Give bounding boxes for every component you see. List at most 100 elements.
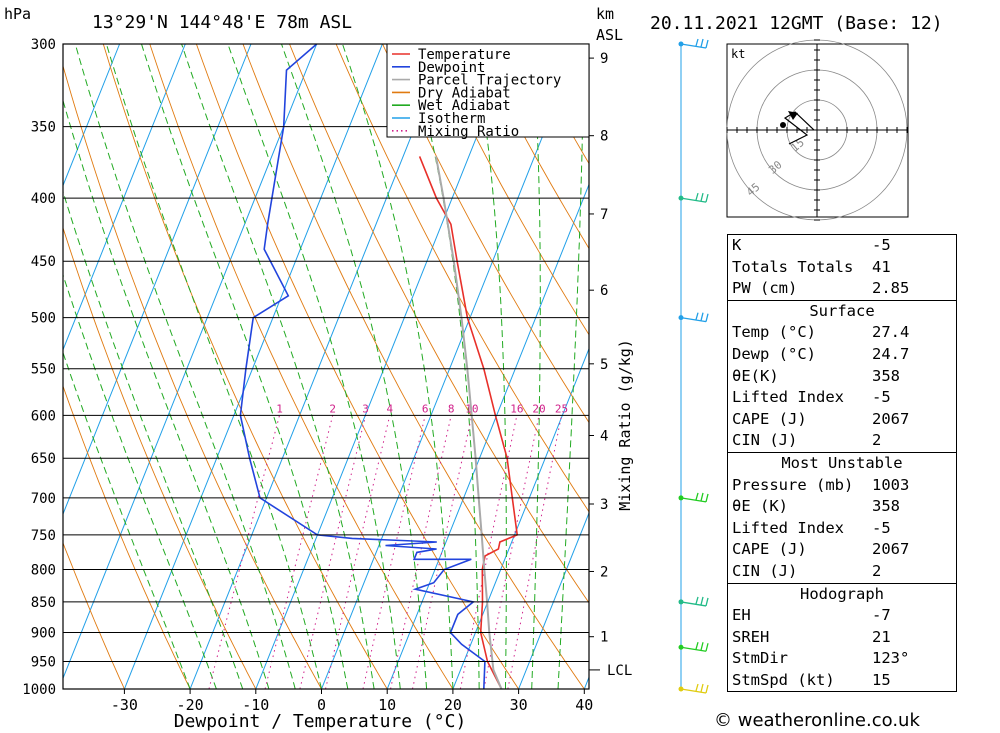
isotherm-line <box>255 44 515 689</box>
km-tick-label: 3 <box>600 497 608 513</box>
mixing-ratio-tick-label: 16 <box>510 402 523 415</box>
location-title: 13°29'N 144°48'E 78m ASL <box>92 12 352 33</box>
isotherm-line <box>386 183 589 689</box>
sfc-theta-value: 358 <box>872 366 900 385</box>
hpa-unit: hPa <box>4 5 31 23</box>
km-tick-label: 4 <box>600 428 608 444</box>
wet-adiabat-line <box>141 44 349 689</box>
dry-adiabat-line <box>988 44 1000 689</box>
isotherm-line <box>189 44 449 689</box>
wet-adiabat-line <box>281 44 428 689</box>
mixing-ratio-line <box>325 415 391 689</box>
lcl-label: LCL <box>607 663 632 679</box>
sfc-dewp-value: 24.7 <box>872 344 910 363</box>
pressure-tick-label: 400 <box>31 191 56 207</box>
stmspd-value: 15 <box>872 670 891 689</box>
mu-pres-value: 1003 <box>872 475 910 494</box>
dry-adiabat-line <box>63 384 191 689</box>
km-tick-label: 8 <box>600 129 608 145</box>
legend-entry: Dry Adiabat <box>418 85 511 101</box>
credit-link[interactable]: © weatheronline.co.uk <box>714 710 920 731</box>
pressure-tick-label: 750 <box>31 528 56 544</box>
hodograph-unit: kt <box>731 47 745 61</box>
sfc-cin-label: CIN (J) <box>732 431 798 450</box>
mixing-ratio-tick-label: 8 <box>448 402 455 415</box>
srh-label: SREH <box>732 627 770 646</box>
datetime-title: 20.11.2021 12GMT (Base: 12) <box>650 13 943 34</box>
dry-adiabat-line <box>382 44 589 424</box>
temperature-tick-label: 30 <box>510 696 528 714</box>
wind-barb <box>680 642 709 652</box>
asl-unit: ASL <box>596 26 623 44</box>
legend-box <box>386 43 590 138</box>
sfc-dewp-label: Dewp (°C) <box>732 344 816 363</box>
wind-barbs <box>678 38 709 694</box>
pressure-tick-label: 600 <box>31 408 56 424</box>
mu-theta-label: θE (K) <box>732 497 788 516</box>
mu-title: Most Unstable <box>781 453 903 472</box>
dry-adiabat-line <box>475 44 589 250</box>
mu-theta-value: 358 <box>872 497 900 516</box>
dry-adiabat-line <box>102 44 388 689</box>
mixing-ratio-line <box>299 415 367 689</box>
eh-label: EH <box>732 606 751 625</box>
mixing-ratio-tick-label: 1 <box>276 402 283 415</box>
stmspd-label: StmSpd (kt) <box>732 670 835 689</box>
dry-adiabat-line <box>335 44 589 513</box>
wet-adiabat-line <box>342 44 454 689</box>
isotherm-line <box>452 347 589 689</box>
pw-label: PW (cm) <box>732 279 798 298</box>
dry-adiabat-line <box>195 44 519 689</box>
km-tick-label: 1 <box>600 630 608 646</box>
hodograph-storm-motion <box>780 122 786 128</box>
legend-entry: Temperature <box>418 47 511 63</box>
temperature-line <box>418 156 519 689</box>
sfc-cape-value: 2067 <box>872 409 910 428</box>
wind-barb <box>680 683 709 694</box>
sfc-temp-label: Temp (°C) <box>732 323 816 342</box>
plot-frame <box>62 43 590 690</box>
mu-pres-label: Pressure (mb) <box>732 475 854 494</box>
pressure-tick-label: 1000 <box>22 682 56 698</box>
wet-adiabat-line <box>531 44 541 689</box>
wind-barb <box>680 38 709 49</box>
legend-entry: Mixing Ratio <box>418 124 519 140</box>
pressure-tick-label: 900 <box>31 626 56 642</box>
sfc-cape-label: CAPE (J) <box>732 409 807 428</box>
dry-adiabat-line <box>428 44 589 336</box>
mu-cape-value: 2067 <box>872 540 910 559</box>
mixing-ratio-tick-label: 3 <box>362 402 369 415</box>
isotherm-line <box>63 44 186 352</box>
km-tick-label: 5 <box>600 357 608 373</box>
pressure-tick-label: 450 <box>31 254 56 270</box>
temperature-tick-label: -30 <box>111 696 138 714</box>
sfc-temp-value: 27.4 <box>872 323 910 342</box>
legend-entry: Parcel Trajectory <box>418 73 561 89</box>
sfc-cin-value: 2 <box>872 431 882 450</box>
temperature-tick-label: 10 <box>378 696 396 714</box>
k-label: K <box>732 236 742 254</box>
hodo-title: Hodograph <box>800 584 884 603</box>
dewpoint-line <box>239 44 486 689</box>
mu-cin-label: CIN (J) <box>732 561 798 580</box>
pressure-tick-label: 700 <box>31 491 56 507</box>
isotherm-line <box>63 44 121 187</box>
pressure-tick-label: 300 <box>31 37 56 53</box>
isotherm-line <box>123 44 383 689</box>
temperature-tick-label: -20 <box>177 696 204 714</box>
pressure-tick-label: 500 <box>31 311 56 327</box>
srh-value: 21 <box>872 627 891 646</box>
surface-title: Surface <box>809 301 875 320</box>
mixing-ratio-tick-label: 6 <box>422 402 429 415</box>
stmdir-value: 123° <box>872 649 910 668</box>
mu-cape-label: CAPE (J) <box>732 540 807 559</box>
stmdir-label: StmDir <box>732 649 788 668</box>
sfc-li-value: -5 <box>872 388 891 407</box>
wet-adiabat-line <box>408 44 480 689</box>
isotherm-line <box>63 44 318 680</box>
wet-adiabat-line <box>473 44 507 689</box>
pressure-tick-label: 550 <box>31 362 56 378</box>
temperature-tick-label: 0 <box>317 696 326 714</box>
